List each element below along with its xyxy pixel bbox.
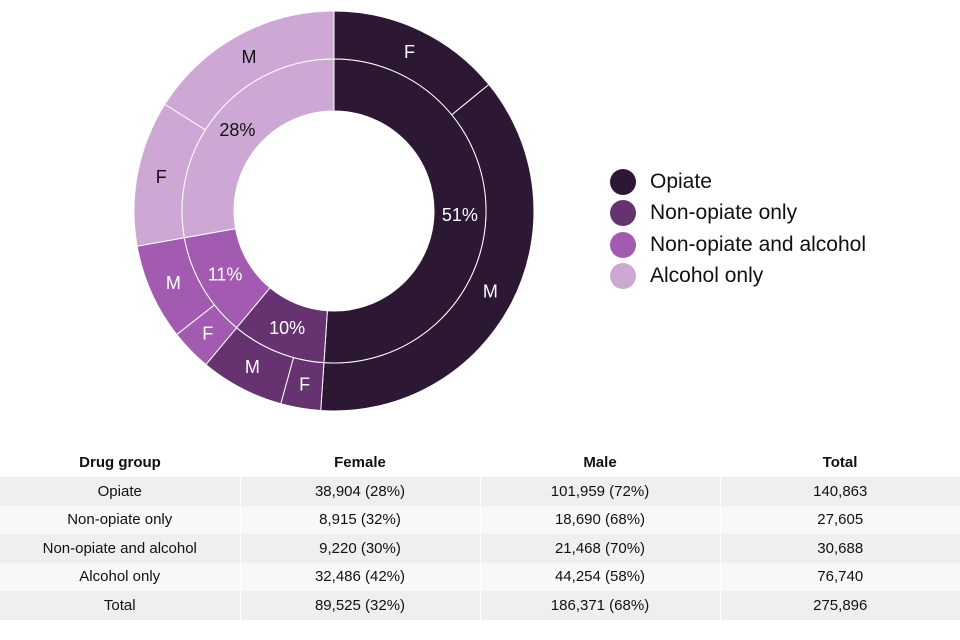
legend-item-alcohol-only: Alcohol only: [610, 261, 866, 293]
outer-slice-label: F: [404, 42, 415, 62]
legend-item-non-opiate-only: Non-opiate only: [610, 198, 866, 230]
legend: Opiate Non-opiate only Non-opiate and al…: [610, 166, 866, 292]
table-header-row: Drug group Female Male Total: [0, 447, 960, 477]
chart-area: F M F M F M F M 51% 10% 11% 28% Opiate Non-opiate o…: [133, 10, 866, 412]
legend-item-opiate: Opiate: [610, 166, 866, 198]
outer-slice-label: F: [202, 324, 213, 344]
inner-slice-label: 51%: [442, 205, 478, 225]
column-header-male: Male: [583, 453, 617, 471]
outer-slice-label: M: [166, 273, 181, 293]
table-cell: 27,605: [719, 505, 960, 534]
column-header-drug-group: Drug group: [79, 453, 161, 471]
legend-item-non-opiate-and-alcohol: Non-opiate and alcohol: [610, 229, 866, 261]
table-cell: 101,959 (72%): [479, 477, 720, 506]
table-row: Non-opiate and alcohol 9,220 (30%) 21,46…: [0, 534, 960, 563]
legend-swatch-non-opiate-only: [610, 200, 636, 227]
outer-slice-label: M: [242, 47, 257, 67]
data-table: Drug group Female Male Total Opiate 38,9…: [0, 447, 960, 620]
table-cell: 32,486 (42%): [239, 562, 480, 591]
legend-label: Opiate: [650, 169, 712, 193]
table-cell: 89,525 (32%): [239, 591, 480, 620]
legend-swatch-non-opiate-and-alcohol: [610, 231, 636, 258]
table-cell: Non-opiate only: [0, 505, 240, 534]
column-header-total: Total: [822, 453, 858, 471]
legend-label: Non-opiate only: [650, 201, 798, 225]
legend-label: Non-opiate and alcohol: [650, 232, 866, 256]
table-row-total: Total 89,525 (32%) 186,371 (68%) 275,896: [0, 591, 960, 620]
outer-slice-label: M: [483, 282, 498, 302]
legend-label: Alcohol only: [650, 264, 764, 288]
table-cell: 44,254 (58%): [479, 562, 720, 591]
table-cell: 38,904 (28%): [239, 477, 480, 506]
inner-slice-opiate: [323, 58, 487, 364]
inner-slice-alcohol-only: [181, 58, 335, 239]
table-cell: Alcohol only: [0, 562, 240, 591]
outer-slice-label: F: [299, 375, 310, 395]
table-cell: Total: [0, 591, 240, 620]
legend-swatch-alcohol-only: [610, 263, 636, 290]
outer-slice-label: M: [245, 357, 260, 377]
table-cell: Non-opiate and alcohol: [0, 534, 240, 563]
table-cell: 9,220 (30%): [239, 534, 480, 563]
table-cell: 76,740: [719, 562, 960, 591]
table-cell: 30,688: [719, 534, 960, 563]
table-cell: 140,863: [719, 477, 960, 506]
table-row: Non-opiate only 8,915 (32%) 18,690 (68%)…: [0, 505, 960, 534]
legend-swatch-opiate: [610, 168, 636, 195]
outer-slice-label: F: [156, 167, 167, 187]
table-cell: 21,468 (70%): [479, 534, 720, 563]
column-header-female: Female: [334, 453, 386, 471]
table-cell: 186,371 (68%): [479, 591, 720, 620]
inner-slice-label: 11%: [208, 264, 243, 284]
inner-slice-label: 10%: [269, 318, 305, 338]
table-row: Alcohol only 32,486 (42%) 44,254 (58%) 7…: [0, 562, 960, 591]
table-row: Opiate 38,904 (28%) 101,959 (72%) 140,86…: [0, 477, 960, 506]
table-cell: 8,915 (32%): [239, 505, 480, 534]
inner-slice-label: 28%: [219, 120, 255, 140]
table-cell: 275,896: [719, 591, 960, 620]
table-cell: Opiate: [0, 477, 240, 506]
nested-donut-chart: F M F M F M F M 51% 10% 11% 28%: [133, 10, 535, 412]
table-cell: 18,690 (68%): [479, 505, 720, 534]
